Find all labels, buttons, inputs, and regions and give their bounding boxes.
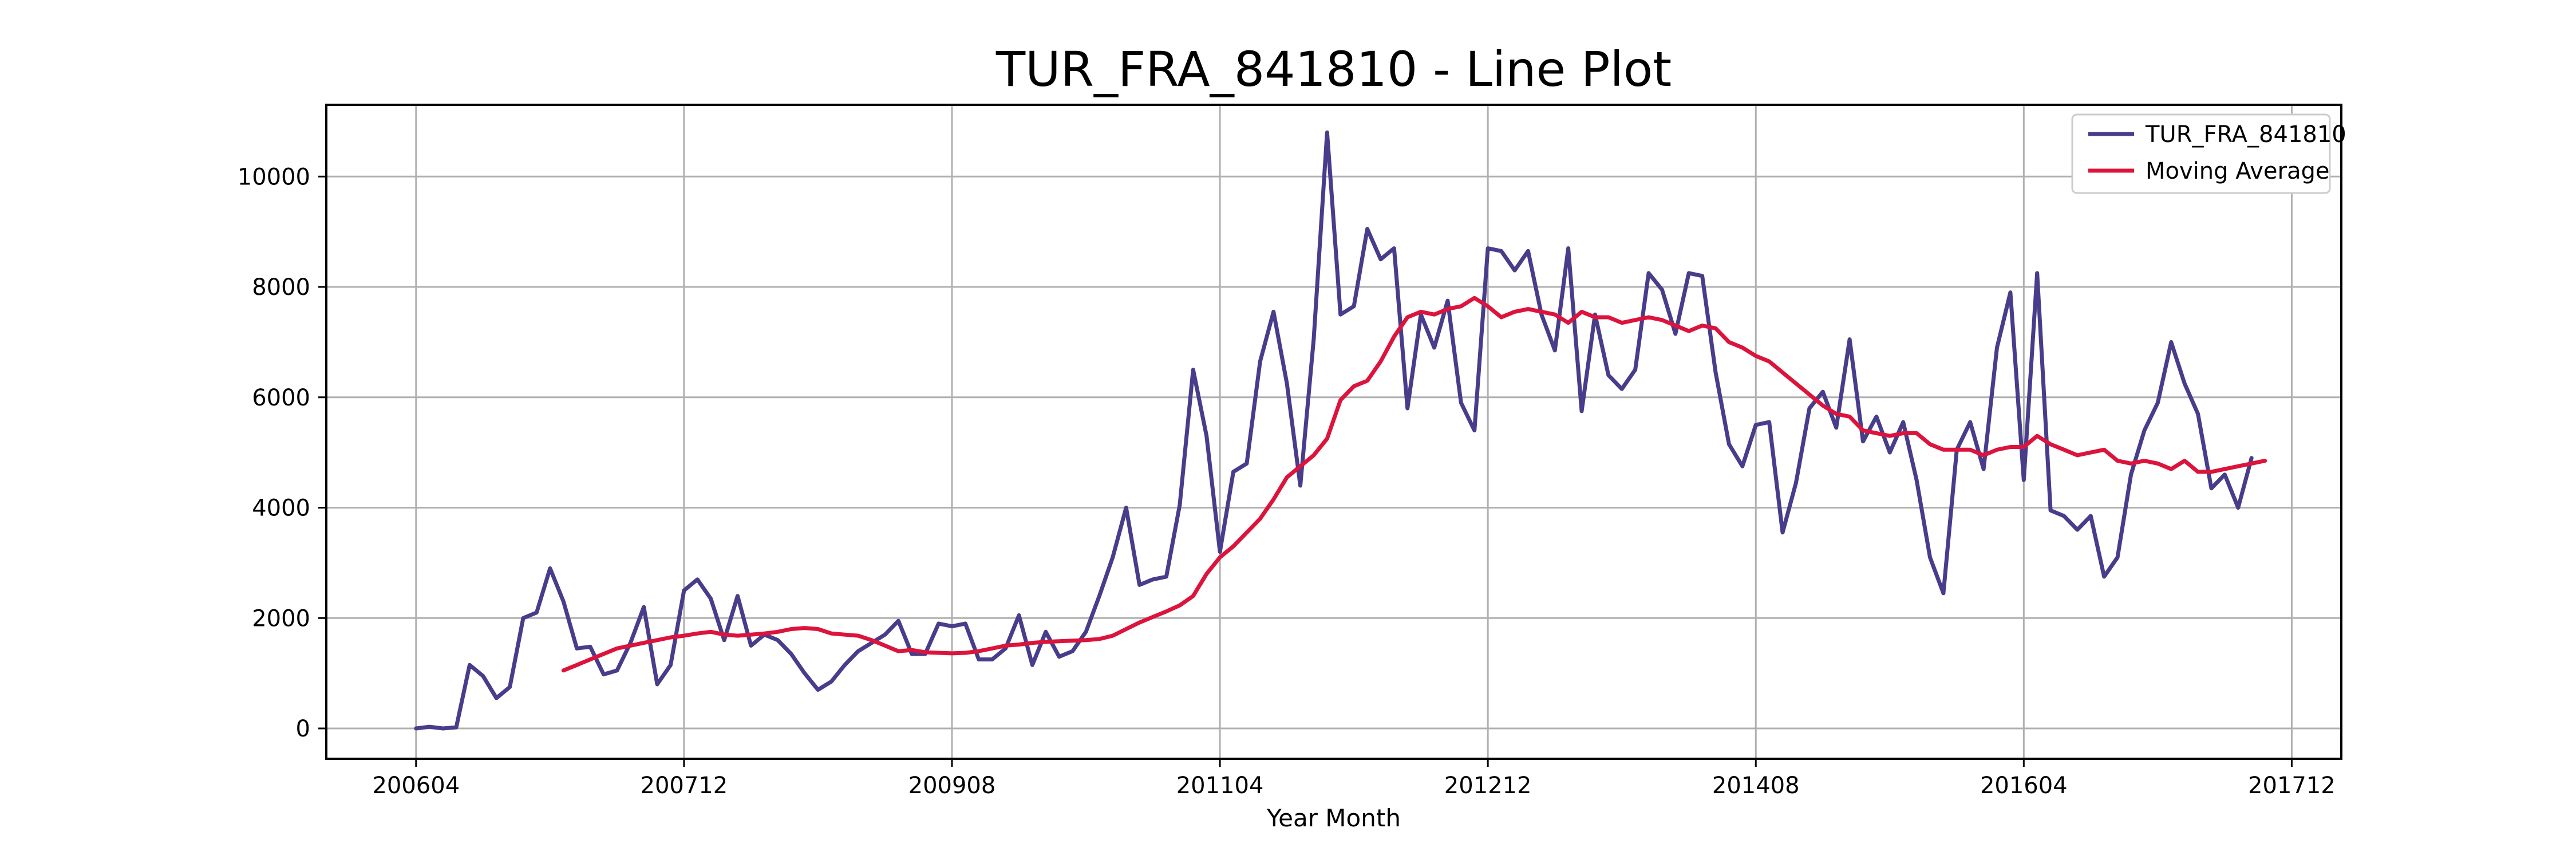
legend: TUR_FRA_841810 Moving Average bbox=[2071, 113, 2346, 194]
y-tick-label: 10000 bbox=[238, 164, 310, 190]
legend-label-series-1: TUR_FRA_841810 bbox=[2145, 121, 2346, 148]
grid-lines bbox=[326, 105, 2341, 759]
x-axis-label: Year Month bbox=[1266, 804, 1401, 832]
legend-box bbox=[2071, 113, 2331, 194]
x-tick-label: 200712 bbox=[641, 773, 728, 799]
x-tick-label: 201212 bbox=[1444, 773, 1532, 799]
x-tick-label: 200908 bbox=[908, 773, 996, 799]
y-tick-label: 4000 bbox=[252, 495, 310, 522]
y-tick-label: 2000 bbox=[252, 605, 310, 632]
series-layer bbox=[414, 130, 2267, 731]
plot-frame bbox=[325, 104, 2342, 760]
x-tick-label: 201104 bbox=[1176, 773, 1264, 799]
y-tick-label: 6000 bbox=[252, 385, 310, 411]
axis-ticks: 200604 200712 200908 201104 201212 201408 2016… bbox=[238, 164, 2336, 799]
x-tick-label: 201408 bbox=[1712, 773, 1800, 799]
y-tick-label: 0 bbox=[296, 716, 310, 742]
legend-label-series-2: Moving Average bbox=[2146, 158, 2329, 184]
y-tick-label: 8000 bbox=[252, 274, 310, 301]
series-line-2 bbox=[561, 295, 2267, 673]
x-tick-label: 201712 bbox=[2248, 773, 2336, 799]
x-tick-label: 201604 bbox=[1980, 773, 2068, 799]
chart-title: TUR_FRA_841810 - Line Plot bbox=[995, 41, 1672, 97]
x-tick-label: 200604 bbox=[372, 773, 460, 799]
